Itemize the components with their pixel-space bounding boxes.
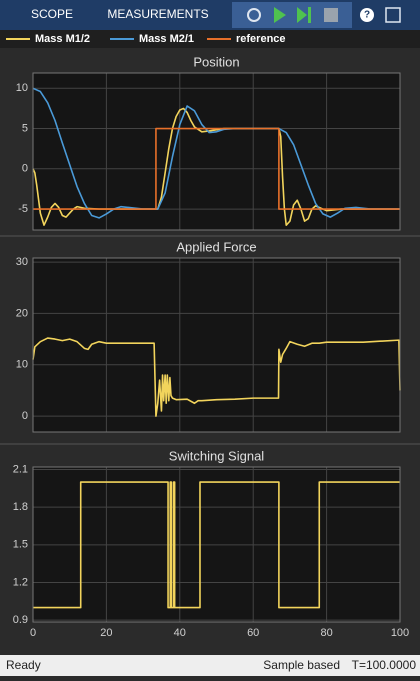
y-tick-label: 1.2 xyxy=(13,576,28,588)
axes-background xyxy=(33,258,400,432)
series-line xyxy=(33,127,400,210)
plot-title: Position xyxy=(193,54,239,69)
plot: Position -5 0 5 10 xyxy=(16,54,401,231)
y-tick-label: 0.9 xyxy=(13,614,28,626)
help-glyph: ? xyxy=(364,10,370,21)
status-time: T=100.0000 xyxy=(352,658,417,672)
legend: Mass M1/2 Mass M2/1 reference xyxy=(6,33,286,45)
y-tick-label: 0 xyxy=(22,410,28,422)
status-mode: Sample based xyxy=(263,658,340,672)
status-bar xyxy=(0,655,420,676)
run-icon[interactable] xyxy=(274,7,286,23)
help-icon[interactable] xyxy=(360,8,374,22)
plot-title: Applied Force xyxy=(176,239,256,254)
y-tick-label: 0 xyxy=(22,163,28,175)
undock-icon[interactable] xyxy=(385,7,401,23)
plot: Applied Force 0 10 20 30 xyxy=(16,239,401,433)
y-tick-label: 1.8 xyxy=(13,501,28,513)
plot-title: Switching Signal xyxy=(169,448,264,463)
tab[interactable]: SCOPE xyxy=(31,7,73,21)
stop-icon[interactable] xyxy=(324,8,338,22)
y-tick-label: 10 xyxy=(16,359,28,371)
axes-background xyxy=(33,73,400,230)
legend-label: reference xyxy=(236,33,286,45)
tab[interactable]: MEASUREMENTS xyxy=(107,7,208,21)
y-tick-label: -5 xyxy=(18,203,28,215)
legend-label: Mass M2/1 xyxy=(139,33,194,45)
series-line xyxy=(33,481,400,609)
x-tick-label: 40 xyxy=(174,627,186,639)
toolbar-icons: ? xyxy=(247,7,401,23)
x-tick-label: 80 xyxy=(320,627,332,639)
y-tick-label: 10 xyxy=(16,82,28,94)
axes-frame xyxy=(32,72,401,231)
axes-frame xyxy=(32,466,401,623)
y-tick-label: 1.5 xyxy=(13,539,28,551)
y-tick-label: 2.1 xyxy=(13,463,28,475)
y-tick-label: 30 xyxy=(16,256,28,268)
legend-label: Mass M1/2 xyxy=(35,33,90,45)
step-bar xyxy=(308,7,311,23)
settings-icon[interactable] xyxy=(247,8,261,22)
x-tick-label: 20 xyxy=(100,627,112,639)
step-icon[interactable] xyxy=(297,7,307,23)
x-tick-label: 0 xyxy=(30,627,36,639)
x-tick-label: 60 xyxy=(247,627,259,639)
y-tick-label: 20 xyxy=(16,307,28,319)
x-tick-label: 100 xyxy=(391,627,409,639)
plot: Switching Signal 0 20 40 60 80 100 0.9 1.2 1.5 1.8… xyxy=(13,448,409,638)
series-line xyxy=(32,337,401,417)
status-state: Ready xyxy=(6,658,41,672)
plots: Position -5 0 5 10 Applied Force 0 10 20 30 Switch… xyxy=(13,54,409,638)
y-tick-label: 5 xyxy=(22,122,28,134)
axes-frame xyxy=(32,257,401,433)
